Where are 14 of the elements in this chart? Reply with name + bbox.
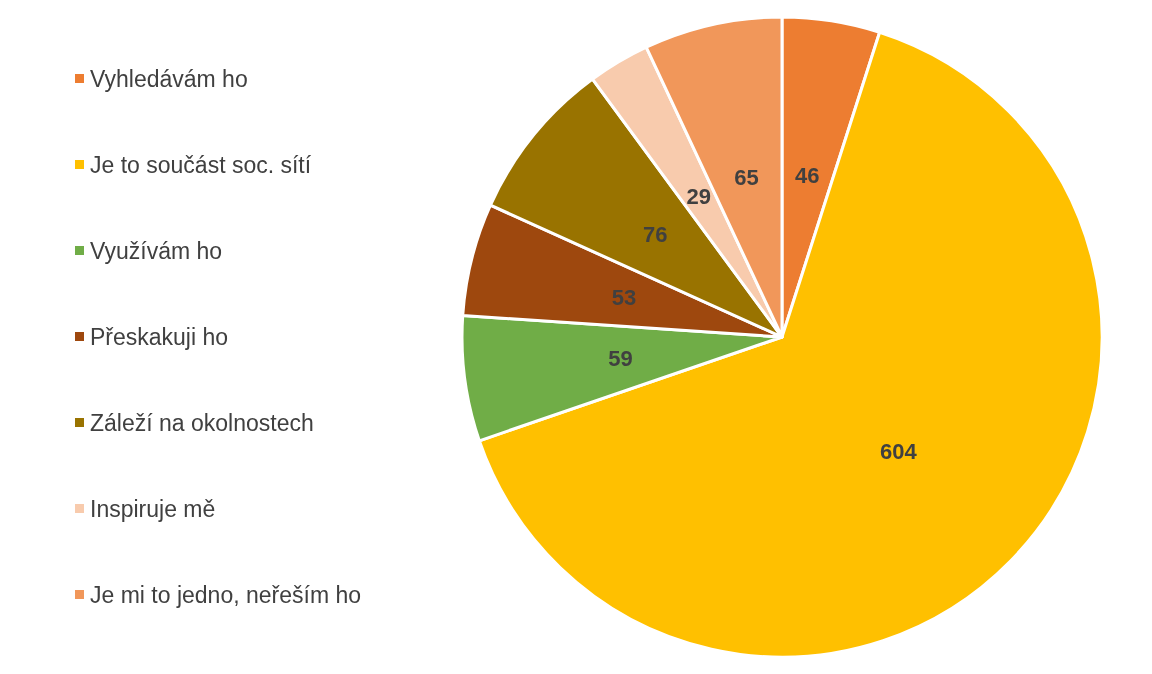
data-label: 65: [734, 165, 759, 191]
legend-label: Inspiruje mě: [90, 495, 216, 522]
legend-label: Využívám ho: [90, 237, 223, 264]
data-label: 46: [794, 163, 820, 189]
data-label: 604: [880, 438, 918, 464]
data-label: 59: [608, 345, 633, 371]
legend-label: Vyhledávám ho: [90, 65, 248, 92]
data-label: 76: [643, 221, 668, 247]
data-label: 53: [611, 284, 637, 310]
legend-label: Přeskakuji ho: [90, 323, 229, 350]
legend-label: Záleží na okolnostech: [90, 409, 314, 436]
legend-label: Je mi to jedno, neřeším ho: [90, 581, 362, 608]
legend-label: Je to součást soc. sítí: [90, 151, 312, 178]
data-label: 29: [686, 184, 711, 210]
